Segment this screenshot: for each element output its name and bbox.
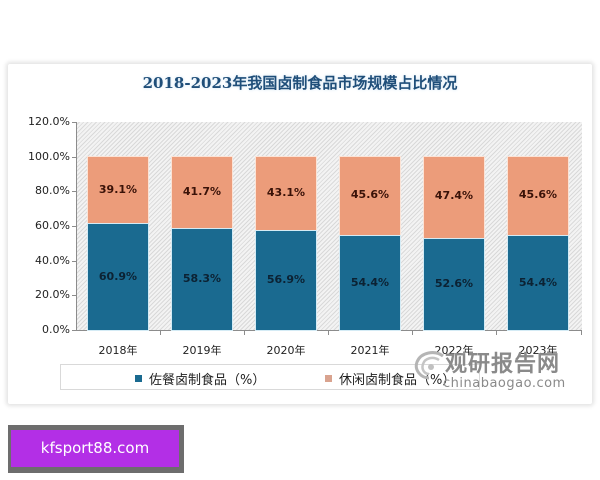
- bar-segment-leisure: [256, 156, 316, 232]
- watermark: 观研报告网 chinabaogao.com: [403, 346, 573, 396]
- bar-segment-leisure: [88, 156, 148, 225]
- x-tick: [160, 330, 161, 335]
- plot-background: [76, 122, 582, 330]
- data-label: 60.9%: [98, 270, 138, 283]
- chart-card: 2018-2023年我国卤制食品市场规模占比情况 0.0% 20.0% 40.0…: [8, 64, 592, 404]
- legend-item-meal: 佐餐卤制食品（%）: [135, 369, 265, 388]
- bar-segment-meal: [256, 231, 316, 330]
- y-tick: [72, 191, 76, 192]
- data-label: 54.4%: [518, 276, 558, 289]
- bar-2021: 45.6% 54.4%: [340, 122, 400, 330]
- bar-segment-meal: [172, 228, 232, 330]
- x-tick: [581, 330, 582, 335]
- plot-area: 0.0% 20.0% 40.0% 60.0% 80.0% 100.0% 120.…: [28, 115, 582, 390]
- y-tick-label: 20.0%: [35, 288, 70, 301]
- chart-legend: 佐餐卤制食品（%） 休闲卤制食品（%）: [60, 364, 480, 390]
- y-tick-label: 60.0%: [35, 219, 70, 232]
- x-axis: [76, 330, 582, 331]
- x-tick-label: 2020年: [266, 344, 306, 357]
- y-tick-label: 100.0%: [28, 150, 70, 163]
- y-tick: [72, 157, 76, 158]
- watermark-url: chinabaogao.com: [443, 376, 566, 391]
- legend-label: 佐餐卤制食品（%）: [149, 373, 266, 388]
- bar-2020: 43.1% 56.9%: [256, 122, 316, 330]
- y-tick: [72, 330, 76, 331]
- data-label: 45.6%: [350, 188, 390, 201]
- y-tick: [72, 261, 76, 262]
- x-tick-label: 2023年: [518, 344, 558, 357]
- legend-swatch-leisure: [325, 375, 332, 382]
- x-tick-label: 2019年: [182, 344, 222, 357]
- data-label: 45.6%: [518, 188, 558, 201]
- legend-swatch-meal: [135, 375, 142, 382]
- bar-segment-meal: [424, 238, 484, 330]
- bar-segment-meal: [508, 235, 568, 330]
- y-tick-label: 120.0%: [28, 115, 70, 128]
- x-tick-label: 2021年: [350, 344, 390, 357]
- x-tick: [496, 330, 497, 335]
- y-tick-label: 40.0%: [35, 254, 70, 267]
- watermark-title: 观研报告网: [445, 352, 561, 377]
- bar-2022: 47.4% 52.6%: [424, 122, 484, 330]
- data-label: 43.1%: [266, 186, 306, 199]
- bar-segment-meal: [88, 224, 148, 330]
- bar-segment-meal: [340, 235, 400, 330]
- x-tick: [244, 330, 245, 335]
- bar-segment-leisure: [172, 156, 232, 229]
- bar-segment-leisure: [340, 156, 400, 236]
- y-axis: [76, 122, 77, 331]
- data-label: 39.1%: [98, 183, 138, 196]
- bar-2018: 39.1% 60.9%: [88, 122, 148, 330]
- data-label: 47.4%: [434, 189, 474, 202]
- promo-link[interactable]: kfsport88.com: [11, 430, 179, 467]
- bar-segment-leisure: [424, 156, 484, 239]
- bar-segment-leisure: [508, 156, 568, 236]
- promo-banner[interactable]: kfsport88.com: [8, 425, 184, 473]
- x-tick: [412, 330, 413, 335]
- bar-2019: 41.7% 58.3%: [172, 122, 232, 330]
- data-label: 41.7%: [182, 185, 222, 198]
- data-label: 52.6%: [434, 277, 474, 290]
- data-label: 56.9%: [266, 273, 306, 286]
- y-tick-label: 0.0%: [42, 323, 70, 336]
- x-tick-label: 2018年: [98, 344, 138, 357]
- y-tick-label: 80.0%: [35, 184, 70, 197]
- y-tick: [72, 295, 76, 296]
- data-label: 58.3%: [182, 272, 222, 285]
- bar-2023: 45.6% 54.4%: [508, 122, 568, 330]
- y-tick: [72, 122, 76, 123]
- data-label: 54.4%: [350, 276, 390, 289]
- x-tick: [328, 330, 329, 335]
- y-tick: [72, 226, 76, 227]
- x-tick-label: 2022年: [434, 344, 474, 357]
- watermark-logo-icon: [414, 351, 444, 380]
- chart-title: 2018-2023年我国卤制食品市场规模占比情况: [142, 74, 458, 92]
